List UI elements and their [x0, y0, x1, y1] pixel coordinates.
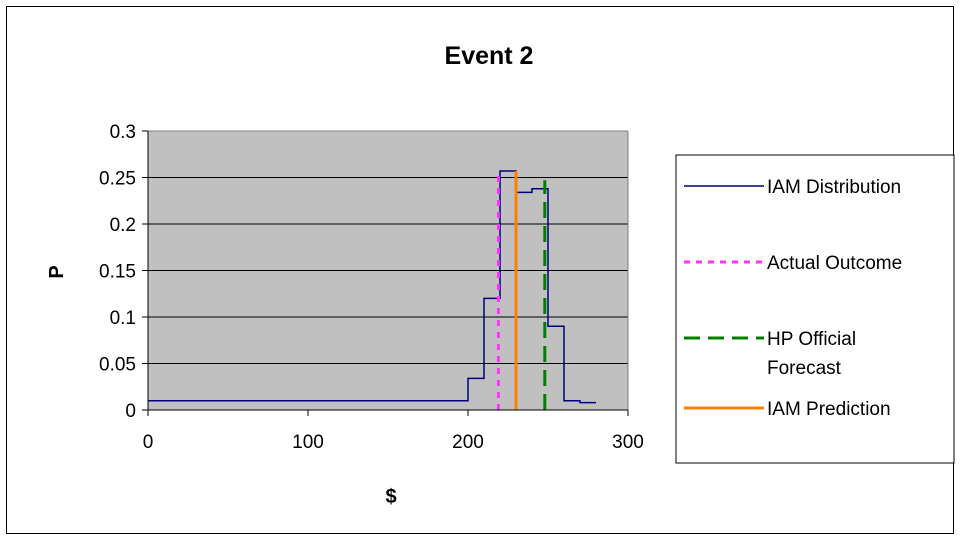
legend-label-3: IAM Prediction — [767, 399, 891, 420]
legend-label-2-line-1: Forecast — [767, 358, 842, 379]
axis-ticks: 0 0.05 0.1 0.15 0.2 0.25 0.3 0 100 200 300 — [99, 122, 644, 453]
y-tick-label-5: 0.25 — [99, 169, 136, 190]
legend-label-2-line-0: HP Official — [767, 329, 856, 350]
legend-label-0: IAM Distribution — [767, 177, 901, 198]
y-tick-label-0: 0 — [125, 401, 136, 422]
y-tick-label-2: 0.1 — [110, 308, 136, 329]
chart-title: Event 2 — [445, 42, 534, 70]
legend-box — [675, 154, 955, 464]
series-layer — [148, 170, 596, 410]
legend-label-2: HP Official Forecast — [767, 329, 856, 379]
x-tick-label-1: 100 — [292, 432, 324, 453]
x-tick-label-2: 200 — [452, 432, 484, 453]
y-tick-label-1: 0.05 — [99, 355, 136, 376]
y-tick-label-6: 0.3 — [110, 122, 136, 143]
legend: IAM Distribution Actual Outcome HP Officia… — [675, 154, 955, 464]
x-tick-label-3: 300 — [612, 432, 644, 453]
legend-label-1: Actual Outcome — [767, 253, 902, 274]
plot-border — [148, 130, 629, 410]
y-tick-label-3: 0.15 — [99, 262, 136, 283]
x-axis-title: $ — [385, 486, 396, 508]
x-tick-label-0: 0 — [143, 432, 154, 453]
y-axis-title: P — [46, 265, 68, 278]
y-tick-label-4: 0.2 — [110, 215, 136, 236]
